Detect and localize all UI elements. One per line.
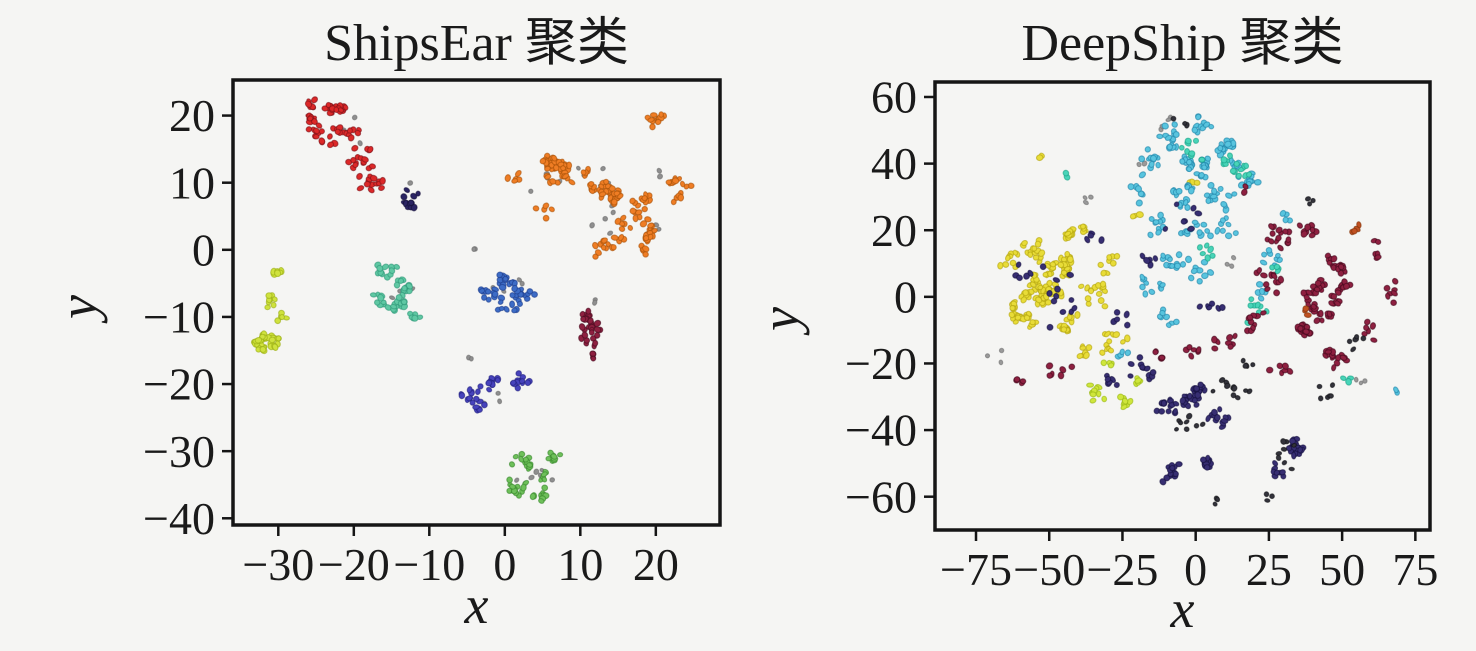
left-chart-title: ShipsEar 聚类 [324, 15, 629, 72]
y-tick-label: 20 [169, 90, 215, 141]
x-tick-label: 0 [493, 539, 516, 590]
y-tick-label: 10 [169, 157, 215, 208]
right-chart-title: DeepShip 聚类 [1021, 15, 1344, 72]
cluster-red [304, 96, 386, 194]
cluster-navy [400, 187, 421, 212]
axis-ticks [924, 95, 1417, 541]
right-x-axis-label: x [1170, 579, 1195, 639]
cluster-teal [369, 261, 424, 322]
x-tick-label: −25 [1086, 544, 1158, 595]
y-tick-label: −20 [845, 338, 917, 389]
cluster-black [1170, 115, 1367, 507]
cluster-orange [504, 111, 695, 260]
axes-box [231, 78, 722, 527]
cluster-gray [984, 114, 1368, 386]
cluster-green [506, 449, 564, 504]
cluster-maroon [578, 307, 604, 362]
x-tick-label: −10 [393, 539, 465, 590]
x-tick-label: 20 [633, 539, 679, 590]
y-tick-label: −40 [845, 405, 917, 456]
cluster-maroon [1013, 183, 1399, 387]
cluster-yellow-green [250, 267, 290, 355]
axis-tick-labels: −75 −50 −25 0 25 50 75 60 40 20 0 −20 −40 −60 [845, 72, 1438, 595]
y-tick-label: 0 [894, 271, 917, 322]
x-tick-label: 0 [1184, 544, 1207, 595]
x-tick-label: 50 [1319, 544, 1365, 595]
x-tick-label: −50 [1013, 544, 1085, 595]
y-tick-label: −10 [143, 292, 215, 343]
axes-box [933, 80, 1432, 532]
cluster-yellow-green [1086, 359, 1144, 411]
cluster-medium-blue [458, 370, 533, 414]
y-tick-label: 60 [871, 72, 917, 123]
cluster-navy [1012, 201, 1307, 486]
left-y-axis-label: y [48, 295, 108, 319]
y-tick-label: −20 [143, 359, 215, 410]
x-tick-label: 10 [557, 539, 603, 590]
y-tick-label: 20 [871, 205, 917, 256]
x-tick-label: 25 [1246, 544, 1292, 595]
x-tick-label: −20 [318, 539, 390, 590]
x-tick-label: −75 [940, 544, 1012, 595]
y-tick-label: −30 [143, 426, 215, 477]
y-tick-label: 40 [871, 138, 917, 189]
y-tick-label: 0 [192, 224, 215, 275]
cluster-royal-blue [477, 271, 538, 314]
cluster-orange-dot [1302, 221, 1362, 319]
x-tick-label: −30 [242, 539, 314, 590]
right-y-axis-label: y [750, 307, 810, 331]
y-tick-label: −60 [845, 471, 917, 522]
axis-ticks [222, 114, 658, 536]
chart-deepship: −75 −50 −25 0 25 50 75 60 40 20 0 −20 −40 −60 [845, 72, 1438, 595]
cluster-cyan [1114, 113, 1400, 396]
left-x-axis-label: x [464, 575, 489, 635]
y-tick-label: −40 [143, 493, 215, 544]
x-tick-label: 75 [1392, 544, 1438, 595]
